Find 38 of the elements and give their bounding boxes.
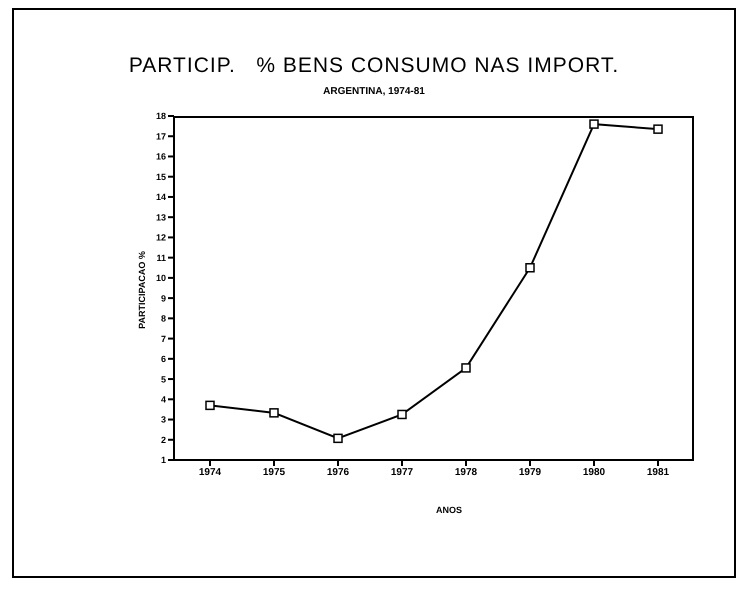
x-axis-title: ANOS [434, 505, 463, 515]
x-tick-label: 1976 [326, 467, 350, 478]
y-axis-title: PARTICIPACAO % [137, 251, 147, 329]
point [589, 119, 599, 129]
point [333, 434, 343, 444]
point [205, 400, 215, 410]
y-tick-label: 4 [160, 394, 166, 404]
x-tick-label: 1979 [518, 467, 542, 478]
y-tick-label: 5 [160, 374, 166, 384]
x-tick-label: 1975 [262, 467, 286, 478]
point [461, 363, 471, 373]
chart-subtitle: ARGENTINA, 1974-81 [322, 86, 426, 97]
y-tick-label: 17 [156, 131, 166, 142]
y-tick-label: 9 [160, 293, 166, 304]
y-tick-label: 18 [156, 111, 166, 122]
y-tick-label: 14 [156, 192, 166, 202]
y-tick-label: 7 [160, 334, 166, 344]
y-tick-label: 6 [160, 354, 166, 364]
y-tick-label: 15 [156, 172, 166, 182]
y-tick-label: 11 [156, 252, 166, 263]
x-tick-label: 1977 [390, 467, 414, 478]
chart-title: PARTICIP. % BENS CONSUMO NAS IMPORT. [128, 54, 620, 78]
point [269, 408, 279, 418]
y-tick-label: 16 [156, 152, 166, 162]
y-tick-label: 1 [160, 455, 166, 466]
x-tick-label: 1974 [198, 467, 222, 478]
y-tick-label: 2 [160, 434, 166, 445]
point [525, 263, 535, 273]
point [653, 124, 663, 134]
point [397, 410, 407, 420]
x-tick-label: 1978 [454, 467, 478, 478]
y-tick-label: 12 [156, 232, 166, 243]
y-tick-label: 10 [156, 273, 166, 284]
x-tick-label: 1980 [582, 467, 606, 478]
y-tick-label: 3 [160, 414, 166, 425]
x-tick-label: 1981 [646, 467, 670, 478]
y-tick-label: 8 [160, 314, 166, 324]
y-tick-label: 13 [156, 212, 166, 222]
